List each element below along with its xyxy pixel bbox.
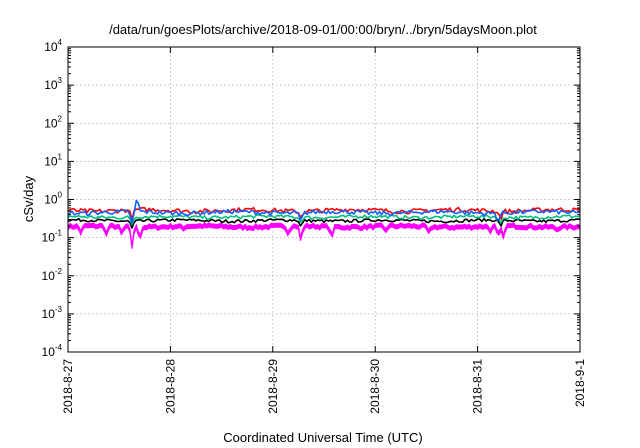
grid [68,47,580,352]
y-tick-label: 100 [44,191,62,207]
x-tick-label: 2018-9-1 [573,359,587,407]
series-line [67,199,581,224]
x-tick-label: 2018-8-28 [163,359,177,414]
y-tick-label: 10-3 [42,305,63,321]
y-tick-label: 103 [44,76,62,92]
y-axis-label: cSv/day [21,175,36,222]
y-tick-label: 102 [44,114,62,130]
y-tick-label: 104 [44,38,62,54]
series-line [67,217,581,229]
series-band [67,222,581,249]
x-tick-label: 2018-8-29 [266,359,280,414]
series-layer [67,199,581,249]
y-tick-label: 10-2 [42,267,63,283]
x-tick-label: 2018-8-30 [368,359,382,414]
series-line [67,214,581,226]
ticks [67,46,581,353]
chart-title: /data/run/goesPlots/archive/2018-09-01/0… [109,22,537,37]
y-tick-label: 101 [44,152,62,168]
x-tick-label: 2018-8-31 [471,359,485,414]
x-axis-label: Coordinated Universal Time (UTC) [223,430,422,445]
y-tick-label: 10-4 [42,343,63,359]
x-tick-labels: 2018-8-27 2018-8-28 2018-8-29 2018-8-30 2018… [61,359,587,414]
y-tick-labels: 10-4 10-3 10-2 10-1 100 101 102 103 104 [42,38,63,359]
y-tick-label: 10-1 [42,229,63,245]
x-tick-label: 2018-8-27 [61,359,75,414]
